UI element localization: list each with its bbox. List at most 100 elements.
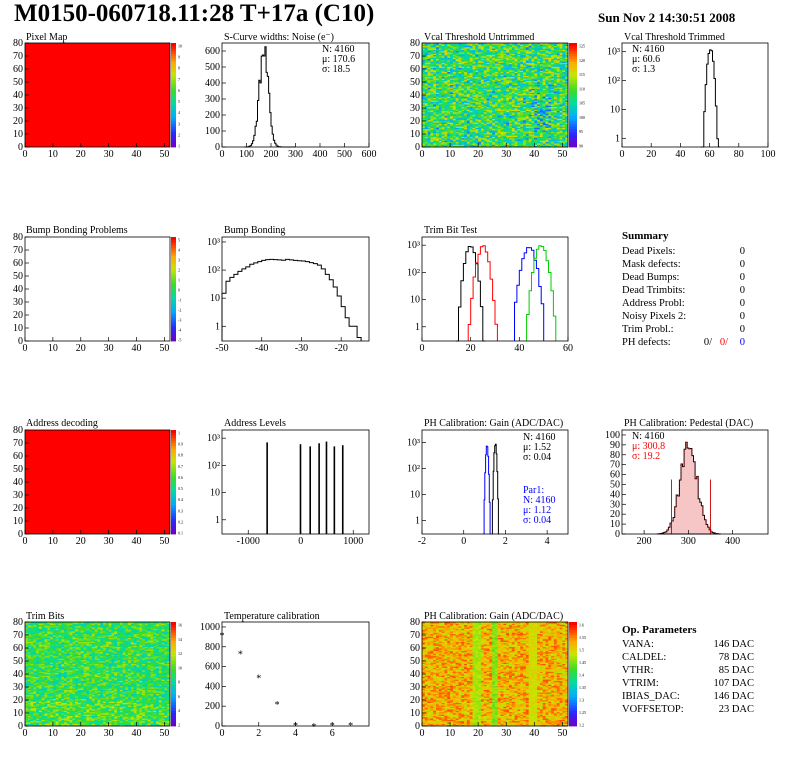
- heatmap-cell: [548, 115, 552, 118]
- heatmap-cell: [559, 67, 563, 70]
- heatmap-cell: [469, 61, 473, 63]
- heatmap-cell: [534, 65, 538, 67]
- color-scale-cell: [171, 79, 176, 83]
- heatmap-cell: [523, 95, 527, 97]
- heatmap-cell: [478, 53, 482, 56]
- heatmap-cell: [480, 95, 485, 97]
- heatmap-cell: [531, 123, 535, 126]
- heatmap-cell: [469, 128, 473, 131]
- heatmap-cell: [489, 65, 493, 67]
- heatmap-cell: [464, 114, 468, 117]
- heatmap-cell: [25, 723, 29, 726]
- heatmap-cell: [509, 85, 513, 88]
- heatmap-cell: [438, 135, 443, 137]
- heatmap-cell: [562, 46, 566, 49]
- heatmap-cell: [509, 61, 513, 63]
- heatmap-cell: [534, 140, 538, 143]
- heatmap-cell: [542, 134, 546, 136]
- color-scale-cell: [569, 97, 577, 101]
- color-scale-cell: [171, 479, 176, 483]
- heatmap-cell: [464, 56, 468, 58]
- heatmap-cell: [553, 114, 558, 117]
- heatmap-cell: [466, 76, 471, 79]
- heatmap-cell: [441, 58, 445, 61]
- heatmap-cell: [469, 139, 473, 141]
- heatmap-cell: [542, 106, 546, 109]
- heatmap-cell: [478, 80, 482, 83]
- heatmap-cell: [534, 96, 538, 98]
- heatmap-cell: [517, 134, 521, 136]
- heatmap-cell: [495, 145, 499, 148]
- heatmap-cell: [427, 109, 431, 111]
- heatmap-cell: [461, 84, 465, 87]
- heatmap-cell: [506, 123, 510, 126]
- heatmap-cell: [447, 67, 451, 70]
- heatmap-cell: [436, 69, 440, 71]
- heatmap-cell: [542, 63, 546, 66]
- heatmap-cell: [486, 67, 490, 70]
- heatmap-cell: [548, 100, 552, 102]
- heatmap-cell: [520, 127, 524, 130]
- heatmap-cell: [478, 84, 482, 87]
- x-tick-label: 20: [646, 149, 656, 160]
- heatmap-cell: [480, 134, 485, 136]
- heatmap-cell: [455, 75, 459, 78]
- heatmap-cell: [469, 121, 473, 123]
- heatmap-cell: [503, 84, 507, 87]
- color-scale-cell: [171, 461, 176, 465]
- heatmap-cell: [447, 65, 451, 67]
- heatmap-cell: [520, 117, 524, 119]
- heatmap-cell: [562, 118, 566, 121]
- heatmap-cell: [523, 98, 527, 101]
- heatmap-cell: [458, 105, 462, 108]
- heatmap-cell: [464, 61, 468, 63]
- heatmap-cell: [433, 130, 437, 132]
- heatmap-cell: [472, 79, 476, 82]
- heatmap-cell: [537, 140, 541, 143]
- color-scale-cell: [171, 458, 176, 462]
- heatmap-cell: [559, 128, 563, 131]
- heatmap-cell: [422, 89, 426, 92]
- heatmap-cell: [461, 136, 465, 139]
- heatmap-cell: [464, 95, 468, 97]
- heatmap-cell: [562, 140, 566, 143]
- x-tick-label: 4: [545, 536, 550, 547]
- heatmap-cell: [562, 104, 566, 106]
- heatmap-cell: [511, 45, 516, 48]
- plot-frame: [421, 429, 569, 535]
- heatmap-cell: [492, 46, 496, 49]
- heatmap-cell: [511, 135, 516, 137]
- heatmap-cell: [436, 89, 440, 92]
- heatmap-cell: [461, 79, 465, 82]
- heatmap-cell: [497, 97, 502, 100]
- heatmap-cell: [458, 126, 462, 128]
- heatmap-cell: [478, 122, 482, 124]
- heatmap-cell: [542, 111, 546, 114]
- heatmap-cell: [556, 102, 560, 105]
- heatmap-cell: [523, 141, 527, 144]
- heatmap-cell: [461, 45, 465, 48]
- heatmap-cell: [497, 134, 502, 136]
- heatmap-cell: [534, 67, 538, 70]
- heatmap-cell: [565, 104, 569, 106]
- heatmap-cell: [478, 57, 482, 59]
- heatmap-cell: [497, 105, 502, 108]
- heatmap-cell: [562, 96, 566, 98]
- heatmap-cell: [531, 127, 535, 130]
- heatmap-cell: [433, 43, 437, 45]
- heatmap-cell: [455, 80, 459, 83]
- heatmap-cell: [478, 113, 482, 115]
- heatmap-cell: [469, 98, 473, 101]
- heatmap-cell: [537, 132, 541, 135]
- heatmap-cell: [551, 145, 555, 148]
- heatmap-cell: [509, 62, 513, 65]
- color-scale-cell: [171, 278, 176, 282]
- heatmap-cell: [450, 121, 454, 123]
- y-tick-label: 10: [410, 295, 420, 306]
- heatmap-cell: [500, 95, 504, 97]
- heatmap-cell: [495, 45, 499, 48]
- heatmap-cell: [450, 58, 454, 61]
- color-scale-cell: [171, 281, 176, 285]
- heatmap-cell: [528, 59, 532, 62]
- heatmap-cell: [480, 50, 485, 53]
